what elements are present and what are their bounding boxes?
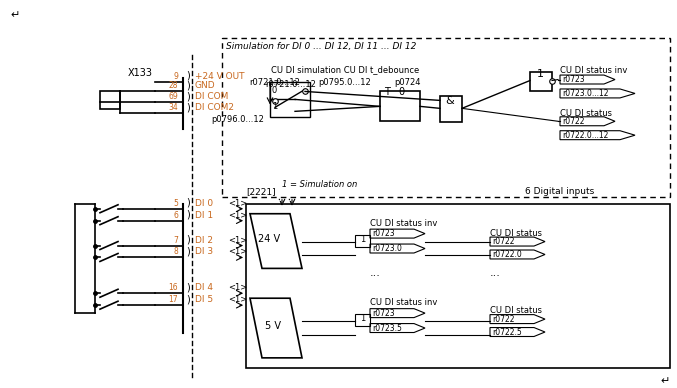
Text: r0723.0: r0723.0	[372, 244, 402, 253]
Text: CU DI status: CU DI status	[490, 306, 542, 315]
Text: 1 = Simulation on: 1 = Simulation on	[282, 180, 357, 189]
Text: <1>: <1>	[228, 199, 247, 208]
Text: <1>: <1>	[228, 211, 247, 220]
Text: 6 Digital inputs: 6 Digital inputs	[525, 187, 594, 196]
Text: 0: 0	[272, 87, 278, 95]
Text: <1>: <1>	[228, 295, 247, 304]
Text: r0722: r0722	[492, 315, 515, 324]
Text: ): )	[186, 234, 190, 244]
Text: 1: 1	[360, 314, 366, 323]
Text: ): )	[186, 102, 190, 113]
Text: ): )	[186, 80, 190, 90]
Text: DI 1: DI 1	[195, 211, 213, 220]
Text: r0721.0...12: r0721.0...12	[250, 78, 301, 87]
Text: p0724: p0724	[395, 78, 421, 87]
Text: r0721.0...12: r0721.0...12	[265, 80, 316, 88]
Text: ): )	[186, 294, 190, 304]
Text: r0722.0...12: r0722.0...12	[562, 131, 609, 140]
Text: DI 5: DI 5	[195, 295, 213, 304]
Bar	[355, 235, 370, 246]
Bar	[222, 38, 670, 197]
Text: CU DI status inv: CU DI status inv	[560, 66, 628, 74]
Bar	[270, 81, 310, 117]
Text: r0722.0: r0722.0	[492, 250, 522, 259]
Text: DI 0: DI 0	[195, 199, 213, 208]
Bar	[380, 92, 420, 121]
Text: +24 V OUT: +24 V OUT	[195, 71, 244, 81]
Text: DI 4: DI 4	[195, 283, 213, 292]
Text: DI 3: DI 3	[195, 248, 213, 256]
Text: 8: 8	[173, 248, 178, 256]
Bar	[100, 92, 120, 109]
Text: 1: 1	[272, 102, 278, 111]
Text: r0723: r0723	[562, 75, 585, 84]
Bar	[440, 97, 462, 122]
Text: ): )	[186, 92, 190, 101]
Text: 1: 1	[537, 69, 544, 78]
Text: 0: 0	[398, 87, 404, 97]
Text: 9: 9	[173, 71, 178, 81]
Text: DI COM2: DI COM2	[195, 103, 234, 113]
Text: p0796.0...12: p0796.0...12	[211, 115, 264, 124]
Text: <1>: <1>	[228, 283, 247, 292]
Text: 16: 16	[169, 283, 178, 292]
Text: 34: 34	[169, 103, 178, 113]
Text: CU DI simulation CU DI t_debounce: CU DI simulation CU DI t_debounce	[271, 66, 419, 74]
Text: 5: 5	[173, 199, 178, 208]
Bar	[530, 71, 552, 92]
Text: GND: GND	[195, 81, 216, 90]
Text: 17: 17	[169, 295, 178, 304]
Text: ): )	[186, 210, 190, 220]
Text: X133: X133	[127, 68, 152, 78]
Text: 7: 7	[173, 236, 178, 244]
Text: ): )	[186, 246, 190, 256]
Text: DI 2: DI 2	[195, 236, 213, 244]
Text: ...: ...	[490, 268, 501, 278]
Bar	[355, 314, 370, 326]
Text: 5 V: 5 V	[265, 321, 281, 331]
Text: &: &	[445, 96, 454, 106]
Text: Simulation for DI 0 ... DI 12, DI 11 ... DI 12: Simulation for DI 0 ... DI 12, DI 11 ...…	[226, 42, 416, 51]
Text: [2221]: [2221]	[246, 187, 276, 196]
Text: T: T	[384, 87, 390, 97]
Text: CU DI status inv: CU DI status inv	[370, 219, 437, 228]
Text: p0795.0...12: p0795.0...12	[319, 78, 372, 87]
Text: r0723.5: r0723.5	[372, 324, 402, 333]
Text: r0722: r0722	[562, 117, 584, 126]
Text: 1: 1	[360, 235, 366, 244]
Bar	[246, 204, 670, 368]
Text: CU DI status: CU DI status	[560, 109, 612, 118]
Text: 28: 28	[169, 81, 178, 90]
Text: r0723: r0723	[372, 308, 395, 318]
Text: <1>: <1>	[228, 248, 247, 256]
Text: ...: ...	[370, 268, 381, 278]
Text: 24 V: 24 V	[258, 234, 280, 244]
Text: r0722.5: r0722.5	[492, 327, 522, 336]
Text: CU DI status inv: CU DI status inv	[370, 298, 437, 307]
Text: 6: 6	[173, 211, 178, 220]
Text: r0722: r0722	[492, 237, 515, 246]
Text: ↵: ↵	[10, 10, 20, 20]
Text: ): )	[186, 71, 190, 81]
Text: 69: 69	[169, 92, 178, 101]
Text: ): )	[186, 198, 190, 208]
Text: ): )	[186, 282, 190, 292]
Text: r0723.0...12: r0723.0...12	[562, 89, 609, 98]
Text: DI COM: DI COM	[195, 92, 228, 101]
Text: ↵: ↵	[660, 376, 670, 386]
Text: CU DI status: CU DI status	[490, 229, 542, 237]
Text: r0723: r0723	[372, 229, 395, 238]
Text: <1>: <1>	[228, 236, 247, 244]
